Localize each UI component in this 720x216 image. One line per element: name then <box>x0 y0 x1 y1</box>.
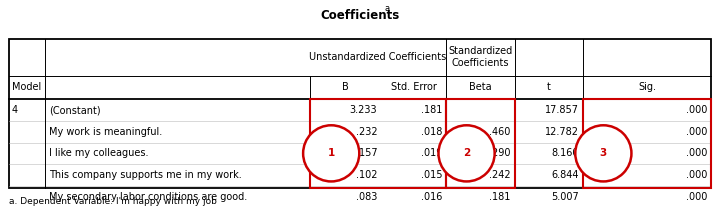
Text: Coefficients: Coefficients <box>320 9 400 22</box>
Text: Std. Error: Std. Error <box>391 83 437 92</box>
Bar <box>9 39 711 188</box>
Text: 2: 2 <box>463 148 470 158</box>
Text: t: t <box>547 83 551 92</box>
Text: Beta: Beta <box>469 83 492 92</box>
Ellipse shape <box>438 125 495 181</box>
Text: Model: Model <box>12 83 41 92</box>
Text: 12.782: 12.782 <box>545 127 579 137</box>
Text: .232: .232 <box>356 127 377 137</box>
Text: a. Dependent Variable: I'm happy with my job: a. Dependent Variable: I'm happy with my… <box>9 197 217 206</box>
Text: 3: 3 <box>600 148 607 158</box>
Ellipse shape <box>303 125 359 181</box>
Text: .016: .016 <box>420 192 442 202</box>
Text: .000: .000 <box>685 148 707 158</box>
Text: .000: .000 <box>685 192 707 202</box>
Text: .102: .102 <box>356 170 377 180</box>
Text: .460: .460 <box>489 127 510 137</box>
Text: 1: 1 <box>328 148 335 158</box>
Text: I like my colleagues.: I like my colleagues. <box>49 148 148 158</box>
Text: .018: .018 <box>420 127 442 137</box>
Text: .000: .000 <box>685 105 707 115</box>
Text: .157: .157 <box>356 148 377 158</box>
Text: .015: .015 <box>420 170 442 180</box>
Text: a: a <box>384 4 390 13</box>
Text: 17.857: 17.857 <box>545 105 579 115</box>
Text: Unstandardized Coefficients: Unstandardized Coefficients <box>310 52 446 62</box>
Text: 8.160: 8.160 <box>552 148 579 158</box>
Text: .083: .083 <box>356 192 377 202</box>
Text: .290: .290 <box>489 148 510 158</box>
Text: .019: .019 <box>420 148 442 158</box>
Text: Standardized
Coefficients: Standardized Coefficients <box>449 46 513 68</box>
Text: .181: .181 <box>420 105 442 115</box>
Text: This company supports me in my work.: This company supports me in my work. <box>49 170 242 180</box>
Text: My work is meaningful.: My work is meaningful. <box>49 127 162 137</box>
Bar <box>446 99 515 188</box>
Text: .181: .181 <box>489 192 510 202</box>
Text: Sig.: Sig. <box>638 83 657 92</box>
Text: B: B <box>342 83 349 92</box>
Text: .000: .000 <box>685 127 707 137</box>
Text: 5.007: 5.007 <box>551 192 579 202</box>
Ellipse shape <box>575 125 631 181</box>
Text: (Constant): (Constant) <box>49 105 101 115</box>
Bar <box>310 99 446 188</box>
Text: 6.844: 6.844 <box>552 170 579 180</box>
Text: My secondary labor conditions are good.: My secondary labor conditions are good. <box>49 192 247 202</box>
Text: .242: .242 <box>489 170 510 180</box>
Text: 4: 4 <box>12 105 18 115</box>
Text: .000: .000 <box>685 170 707 180</box>
Bar <box>583 99 711 188</box>
Text: 3.233: 3.233 <box>350 105 377 115</box>
